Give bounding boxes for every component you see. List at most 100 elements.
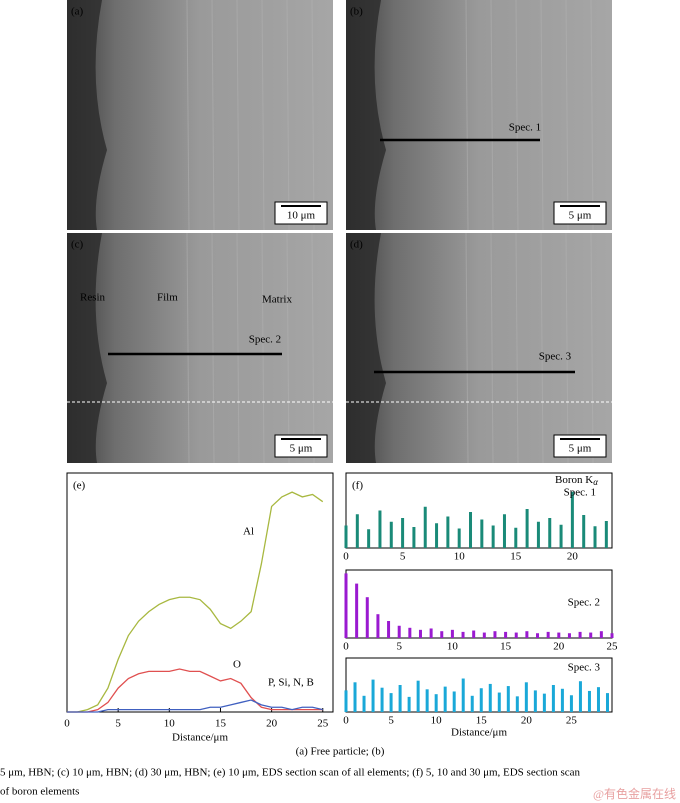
spec-label: Spec. 3 [539,351,572,363]
texture [465,232,469,464]
chart-label: (f) [352,480,363,492]
x-tick-label: 5 [396,641,402,653]
title-main: Boron K [555,474,593,486]
bar [353,682,357,712]
texture [311,232,315,464]
bar [536,521,540,548]
bar [504,631,508,638]
bar [355,583,359,638]
bar [506,686,510,712]
bar [434,694,438,712]
bar [425,689,429,712]
texture [186,0,190,231]
caption-line: of boron elements [0,786,79,798]
x-tick-label: 0 [343,641,349,653]
bar [443,686,447,712]
x-tick-label: 25 [317,718,329,730]
texture [211,0,215,231]
plot-frame [66,472,334,713]
spec-label: Spec. 1 [509,122,541,134]
bar [599,631,603,638]
region-label: Film [157,292,178,304]
bar [344,525,348,548]
watermark: @有色金属在线 [593,786,676,801]
texture [186,232,190,464]
sem-image [346,233,612,463]
bar [551,685,555,712]
x-tick-label: 0 [343,715,349,727]
bar [397,625,401,638]
bar [560,688,564,712]
bar [524,682,528,712]
series-label: P, Si, N, B [268,677,314,689]
bar [461,631,465,638]
bar [559,524,563,548]
bar [452,691,456,712]
texture [211,232,215,464]
bar [536,633,540,638]
bar [605,693,609,712]
texture [236,0,240,231]
bar [362,695,366,712]
caption-line: (a) Free particle; (b) [296,746,385,758]
bar [493,631,497,638]
texture [565,0,569,231]
bar [542,693,546,712]
bar [525,509,529,548]
scale-box [553,201,607,225]
x-tick-label: 10 [164,718,176,730]
texture [286,232,290,464]
texture [515,0,519,231]
series-label: Al [243,526,254,538]
x-tick-label: 20 [553,641,565,653]
bar [557,632,561,638]
bar [472,630,476,638]
bar [450,629,454,638]
bar [408,627,412,638]
panel-label: (b) [350,6,363,18]
x-axis-label: Distance/μm [172,732,228,744]
texture [540,232,544,464]
x-tick-label: 5 [388,715,394,727]
spec-label: Spec. 1 [564,487,596,499]
bar [367,529,371,548]
x-tick-label: 20 [567,551,579,563]
scale-box [553,434,607,458]
panel-label: (c) [71,239,84,251]
bar [578,681,582,712]
bar [479,688,483,712]
texture [590,232,594,464]
bar [578,631,582,638]
texture [261,232,265,464]
x-tick-label: 5 [115,718,121,730]
x-tick-label: 10 [454,551,466,563]
texture [465,0,469,231]
bar [480,519,484,548]
chart-title: Boron Kα [555,474,598,488]
x-tick-label: 10 [431,715,443,727]
scale-label: 10 μm [287,210,316,222]
x-tick-label: 25 [607,641,619,653]
bar [533,690,537,712]
bar [469,512,473,548]
bar [380,687,384,712]
x-axis-label: Distance/μm [451,727,507,739]
x-tick-label: 15 [500,641,512,653]
bar [344,573,348,638]
x-tick-label: 15 [476,715,488,727]
dark-region [346,233,386,463]
plot-frame [345,472,613,549]
caption-line: 5 μm, HBN; (c) 10 μm, HBN; (d) 30 μm, HB… [0,767,581,779]
texture [565,232,569,464]
bar [389,521,393,548]
plot-frame [345,657,613,713]
bar [398,685,402,712]
series-label: O [233,659,241,671]
sem-image [67,0,333,230]
scale-box [274,434,328,458]
x-tick-label: 5 [400,551,406,563]
dark-region [67,233,107,463]
bar [418,629,422,638]
x-tick-label: 0 [64,718,70,730]
